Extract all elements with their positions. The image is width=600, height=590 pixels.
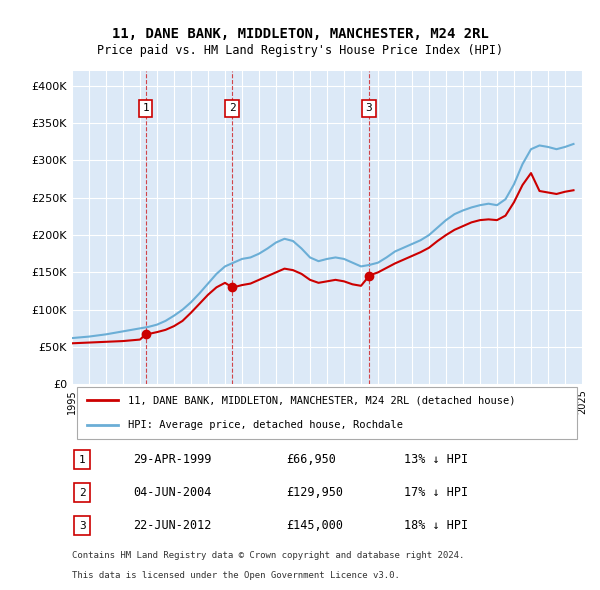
FancyBboxPatch shape — [77, 387, 577, 438]
Text: Contains HM Land Registry data © Crown copyright and database right 2024.: Contains HM Land Registry data © Crown c… — [72, 551, 464, 560]
Text: £145,000: £145,000 — [286, 519, 343, 532]
Text: £66,950: £66,950 — [286, 453, 336, 466]
Text: This data is licensed under the Open Government Licence v3.0.: This data is licensed under the Open Gov… — [72, 571, 400, 581]
Text: 3: 3 — [79, 520, 86, 530]
Text: 2: 2 — [79, 488, 86, 498]
Text: 17% ↓ HPI: 17% ↓ HPI — [404, 486, 467, 499]
Text: 04-JUN-2004: 04-JUN-2004 — [133, 486, 212, 499]
Text: 13% ↓ HPI: 13% ↓ HPI — [404, 453, 467, 466]
Text: Price paid vs. HM Land Registry's House Price Index (HPI): Price paid vs. HM Land Registry's House … — [97, 44, 503, 57]
Text: 18% ↓ HPI: 18% ↓ HPI — [404, 519, 467, 532]
Text: 1: 1 — [142, 103, 149, 113]
Text: 29-APR-1999: 29-APR-1999 — [133, 453, 212, 466]
Text: 11, DANE BANK, MIDDLETON, MANCHESTER, M24 2RL (detached house): 11, DANE BANK, MIDDLETON, MANCHESTER, M2… — [128, 395, 515, 405]
Text: 11, DANE BANK, MIDDLETON, MANCHESTER, M24 2RL: 11, DANE BANK, MIDDLETON, MANCHESTER, M2… — [112, 27, 488, 41]
Text: 2: 2 — [229, 103, 236, 113]
Text: 3: 3 — [365, 103, 373, 113]
Text: 22-JUN-2012: 22-JUN-2012 — [133, 519, 212, 532]
Text: 1: 1 — [79, 455, 86, 465]
Text: £129,950: £129,950 — [286, 486, 343, 499]
Text: HPI: Average price, detached house, Rochdale: HPI: Average price, detached house, Roch… — [128, 421, 403, 431]
